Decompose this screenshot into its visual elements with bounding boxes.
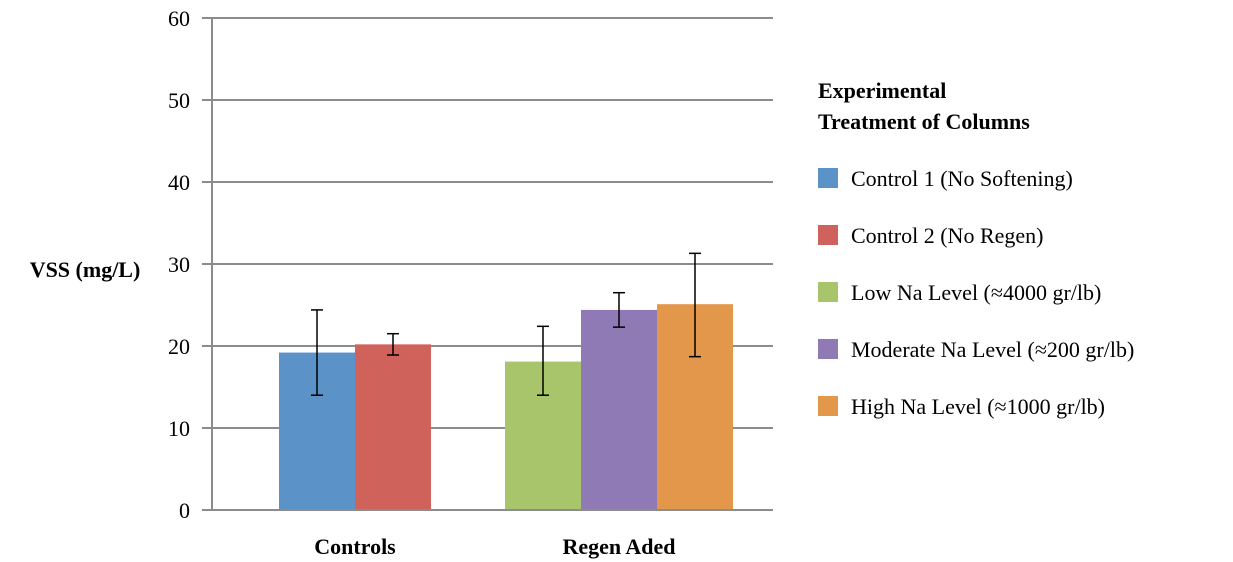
bars: [279, 304, 733, 510]
y-tick-label: 50: [168, 88, 190, 113]
y-tick-label: 40: [168, 170, 190, 195]
y-tick-labels: 0 10 20 30 40 50 60: [168, 6, 190, 523]
legend-swatch: [818, 339, 838, 359]
legend-swatch: [818, 282, 838, 302]
category-labels: Controls Regen Aded: [314, 534, 675, 559]
y-tick-label: 10: [168, 416, 190, 441]
legend-label: Moderate Na Level (≈200 gr/lb): [851, 337, 1134, 362]
legend-label: Control 2 (No Regen): [851, 223, 1043, 248]
error-bars: [311, 252, 701, 396]
category-label: Controls: [314, 534, 396, 559]
legend-label: Control 1 (No Softening): [851, 166, 1073, 191]
y-tick-label: 30: [168, 252, 190, 277]
bar: [355, 344, 431, 510]
legend-swatch: [818, 396, 838, 416]
y-axis-label: VSS (mg/L): [30, 257, 141, 282]
axes: [202, 17, 773, 511]
y-tick-label: 0: [179, 498, 190, 523]
legend-title: Experimental: [818, 78, 946, 103]
bar: [581, 309, 657, 510]
y-tick-label: 20: [168, 334, 190, 359]
legend: Experimental Treatment of Columns Control …: [818, 78, 1134, 419]
legend-label: High Na Level (≈1000 gr/lb): [851, 394, 1105, 419]
legend-title: Treatment of Columns: [818, 109, 1030, 134]
y-tick-label: 60: [168, 6, 190, 31]
legend-swatch: [818, 168, 838, 188]
category-label: Regen Aded: [562, 534, 675, 559]
legend-label: Low Na Level (≈4000 gr/lb): [851, 280, 1101, 305]
legend-swatch: [818, 225, 838, 245]
